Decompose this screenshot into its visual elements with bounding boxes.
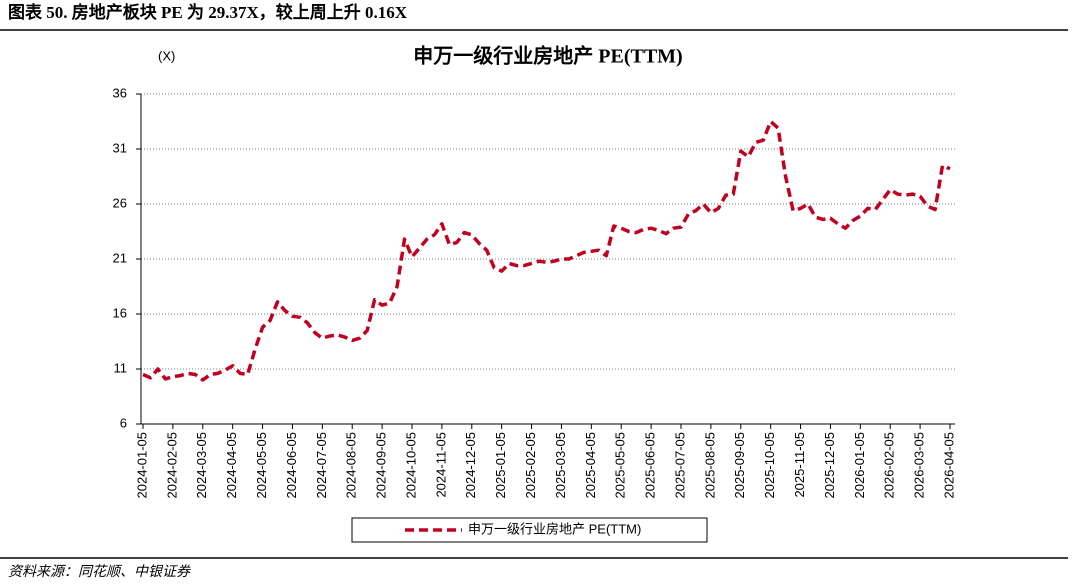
x-tick-label: 2026-03-05 [912,432,927,499]
y-tick-label: 16 [113,305,127,320]
y-tick-label: 21 [113,250,127,265]
x-tick-label: 2026-01-05 [852,432,867,499]
x-tick-label: 2024-02-05 [164,432,179,499]
x-tick-label: 2025-12-05 [822,432,837,499]
x-tick-label: 2024-09-05 [374,432,389,499]
x-tick-label: 2024-11-05 [433,432,448,498]
legend-label: 申万一级行业房地产 PE(TTM) [468,521,641,536]
x-tick-label: 2026-04-05 [941,432,956,499]
x-tick-label: 2025-04-05 [583,432,598,499]
x-tick-label: 2026-02-05 [882,432,897,499]
x-tick-label: 2025-10-05 [762,432,777,499]
series-line [142,119,951,382]
x-tick-label: 2024-12-05 [463,432,478,499]
x-tick-label: 2025-09-05 [732,432,747,499]
header: 图表 50. 房地产板块 PE 为 29.37X，较上周上升 0.16X [8,2,408,22]
x-tick-label: 2025-05-05 [613,432,628,499]
y-tick-label: 26 [113,195,127,210]
x-tick-label: 2024-05-05 [254,432,269,499]
x-tick-label: 2024-03-05 [194,432,209,499]
y-tick-label: 6 [120,415,127,430]
x-tick-label: 2025-03-05 [553,432,568,499]
x-tick-label: 2024-01-05 [134,432,149,499]
x-tick-label: 2024-10-05 [403,432,418,499]
x-tick-label: 2025-06-05 [643,432,658,499]
y-tick-label: 31 [113,140,127,155]
x-tick-label: 2024-06-05 [284,432,299,499]
chart-title: 申万一级行业房地产 PE(TTM) [413,44,682,68]
x-tick-label: 2025-07-05 [672,432,687,499]
y-axis-label: (X) [158,48,175,63]
x-tick-label: 2024-08-05 [344,432,359,499]
x-tick-label: 2025-11-05 [792,432,807,498]
x-tick-label: 2024-04-05 [224,432,239,499]
x-tick-label: 2025-01-05 [493,432,508,499]
legend-box [351,517,708,543]
x-tick-label: 2024-07-05 [314,432,329,499]
x-tick-label: 2025-08-05 [702,432,717,499]
y-tick-label: 11 [114,360,128,375]
y-tick-label: 36 [113,85,127,100]
source: 资料来源：同花顺、中银证券 [8,564,191,580]
x-tick-label: 2025-02-05 [523,432,538,499]
